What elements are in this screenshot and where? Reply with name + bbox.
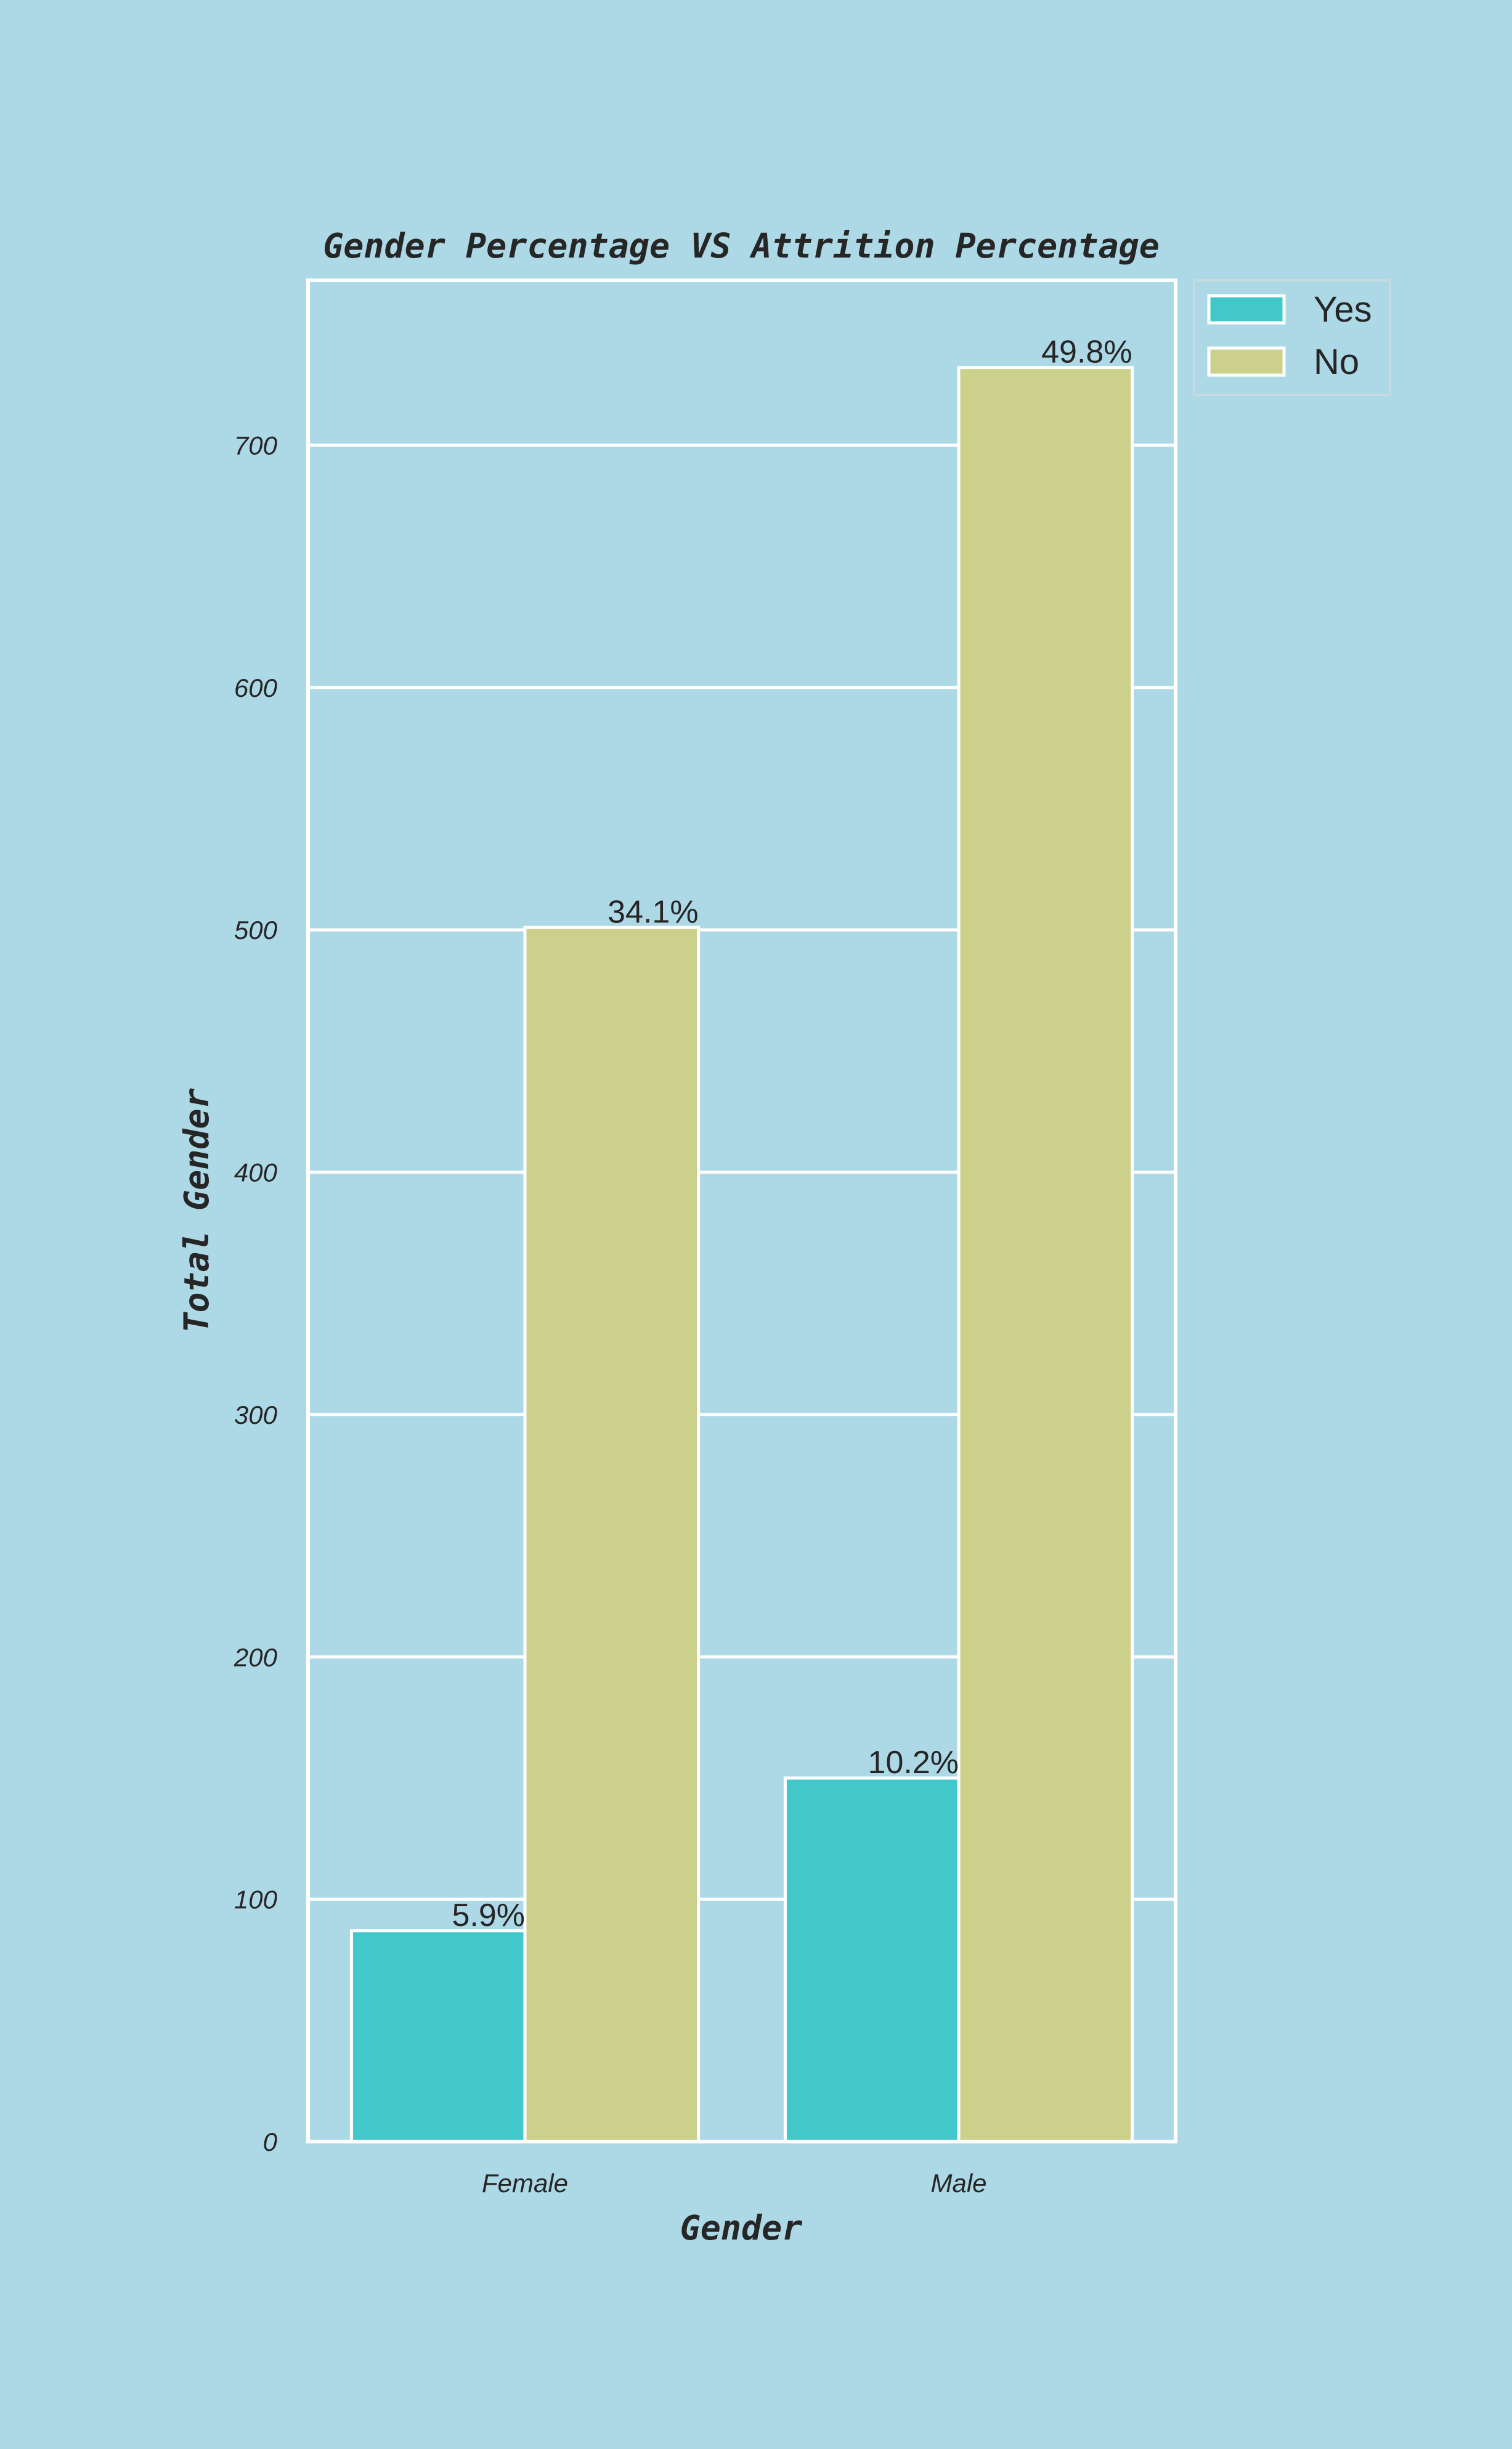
legend: Yes No: [1193, 279, 1391, 396]
y-axis-title: Total Gender: [177, 1088, 216, 1333]
y-tick-label-200: 200: [234, 1643, 278, 1671]
y-tick-label-600: 600: [234, 673, 278, 702]
data-labels: 5.9% 34.1% 10.2% 49.8%: [452, 335, 1132, 1933]
legend-swatch-yes: [1207, 294, 1286, 325]
data-label-female-no: 34.1%: [608, 894, 698, 930]
x-axis-ticks: Female Male: [482, 2169, 987, 2198]
chart-title: Gender Percentage VS Attrition Percentag…: [323, 226, 1160, 266]
legend-label-no: No: [1314, 342, 1359, 382]
x-axis-title: Gender: [680, 2208, 803, 2248]
y-tick-label-100: 100: [234, 1885, 278, 1914]
y-tick-label-500: 500: [234, 916, 278, 944]
y-axis-ticks: 0 100 200 300 400 500 600 700: [234, 431, 278, 2156]
y-tick-label-700: 700: [234, 431, 278, 460]
y-tick-label-0: 0: [263, 2127, 278, 2156]
data-label-female-yes: 5.9%: [452, 1898, 525, 1933]
bar-female-yes: [349, 1929, 527, 2143]
bar-male-no: [957, 366, 1134, 2143]
y-tick-label-300: 300: [234, 1400, 278, 1429]
x-tick-label-female: Female: [482, 2169, 568, 2198]
bar-female-no: [523, 925, 701, 2143]
data-label-male-no: 49.8%: [1041, 335, 1132, 370]
x-tick-label-male: Male: [930, 2169, 986, 2198]
data-label-male-yes: 10.2%: [868, 1745, 959, 1781]
plot-frame: [306, 278, 1177, 2143]
legend-label-yes: Yes: [1314, 290, 1372, 330]
legend-swatch-no: [1207, 346, 1286, 377]
bar-male-yes: [783, 1776, 961, 2143]
y-tick-label-400: 400: [234, 1158, 278, 1187]
